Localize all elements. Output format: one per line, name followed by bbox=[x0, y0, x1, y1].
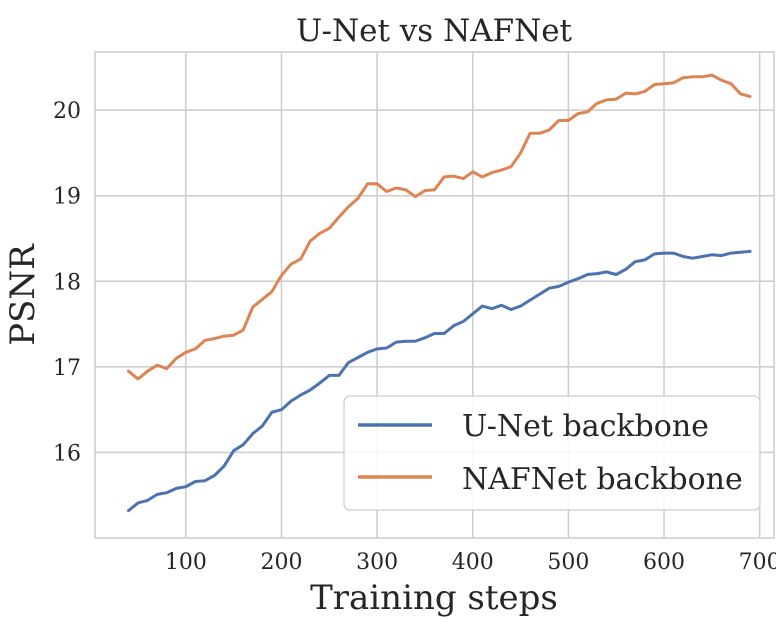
x-tick-label: 500 bbox=[547, 550, 589, 575]
chart-title: U-Net vs NAFNet bbox=[296, 13, 573, 49]
y-axis-label: PSNR bbox=[3, 243, 43, 346]
y-axis-ticks: 16 17 18 19 20 bbox=[53, 99, 81, 466]
x-axis-ticks: 100 200 300 400 500 600 700 bbox=[165, 550, 776, 575]
x-tick-label: 300 bbox=[356, 550, 398, 575]
legend-label-unet: U-Net backbone bbox=[462, 409, 709, 444]
y-tick-label: 16 bbox=[53, 441, 81, 466]
series-line-nafnet bbox=[127, 73, 752, 381]
y-tick-label: 18 bbox=[53, 270, 81, 295]
x-tick-label: 400 bbox=[452, 550, 494, 575]
y-tick-label: 20 bbox=[53, 99, 81, 124]
x-tick-label: 600 bbox=[643, 550, 685, 575]
x-tick-label: 100 bbox=[165, 550, 207, 575]
series-line-unet bbox=[127, 249, 752, 513]
y-tick-label: 19 bbox=[53, 185, 81, 210]
series-lines bbox=[127, 73, 752, 513]
legend: U-Net backbone NAFNet backbone bbox=[343, 395, 761, 511]
x-axis-label: Training steps bbox=[310, 578, 558, 618]
x-tick-label: 700 bbox=[739, 550, 776, 575]
y-tick-label: 17 bbox=[53, 356, 81, 381]
legend-label-nafnet: NAFNet backbone bbox=[462, 462, 743, 497]
x-tick-label: 200 bbox=[260, 550, 302, 575]
legend-box bbox=[343, 395, 761, 511]
